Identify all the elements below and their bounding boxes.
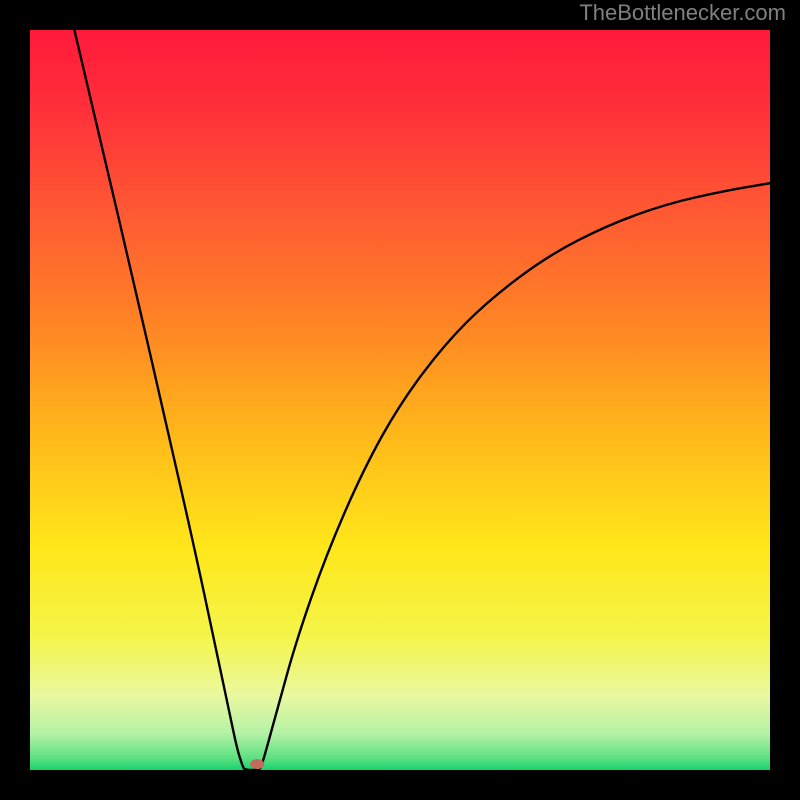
plot-background — [30, 30, 770, 770]
minimum-marker — [250, 759, 264, 769]
chart-container: TheBottlenecker.com — [0, 0, 800, 800]
watermark-text: TheBottlenecker.com — [579, 0, 786, 26]
bottleneck-chart — [0, 0, 800, 800]
